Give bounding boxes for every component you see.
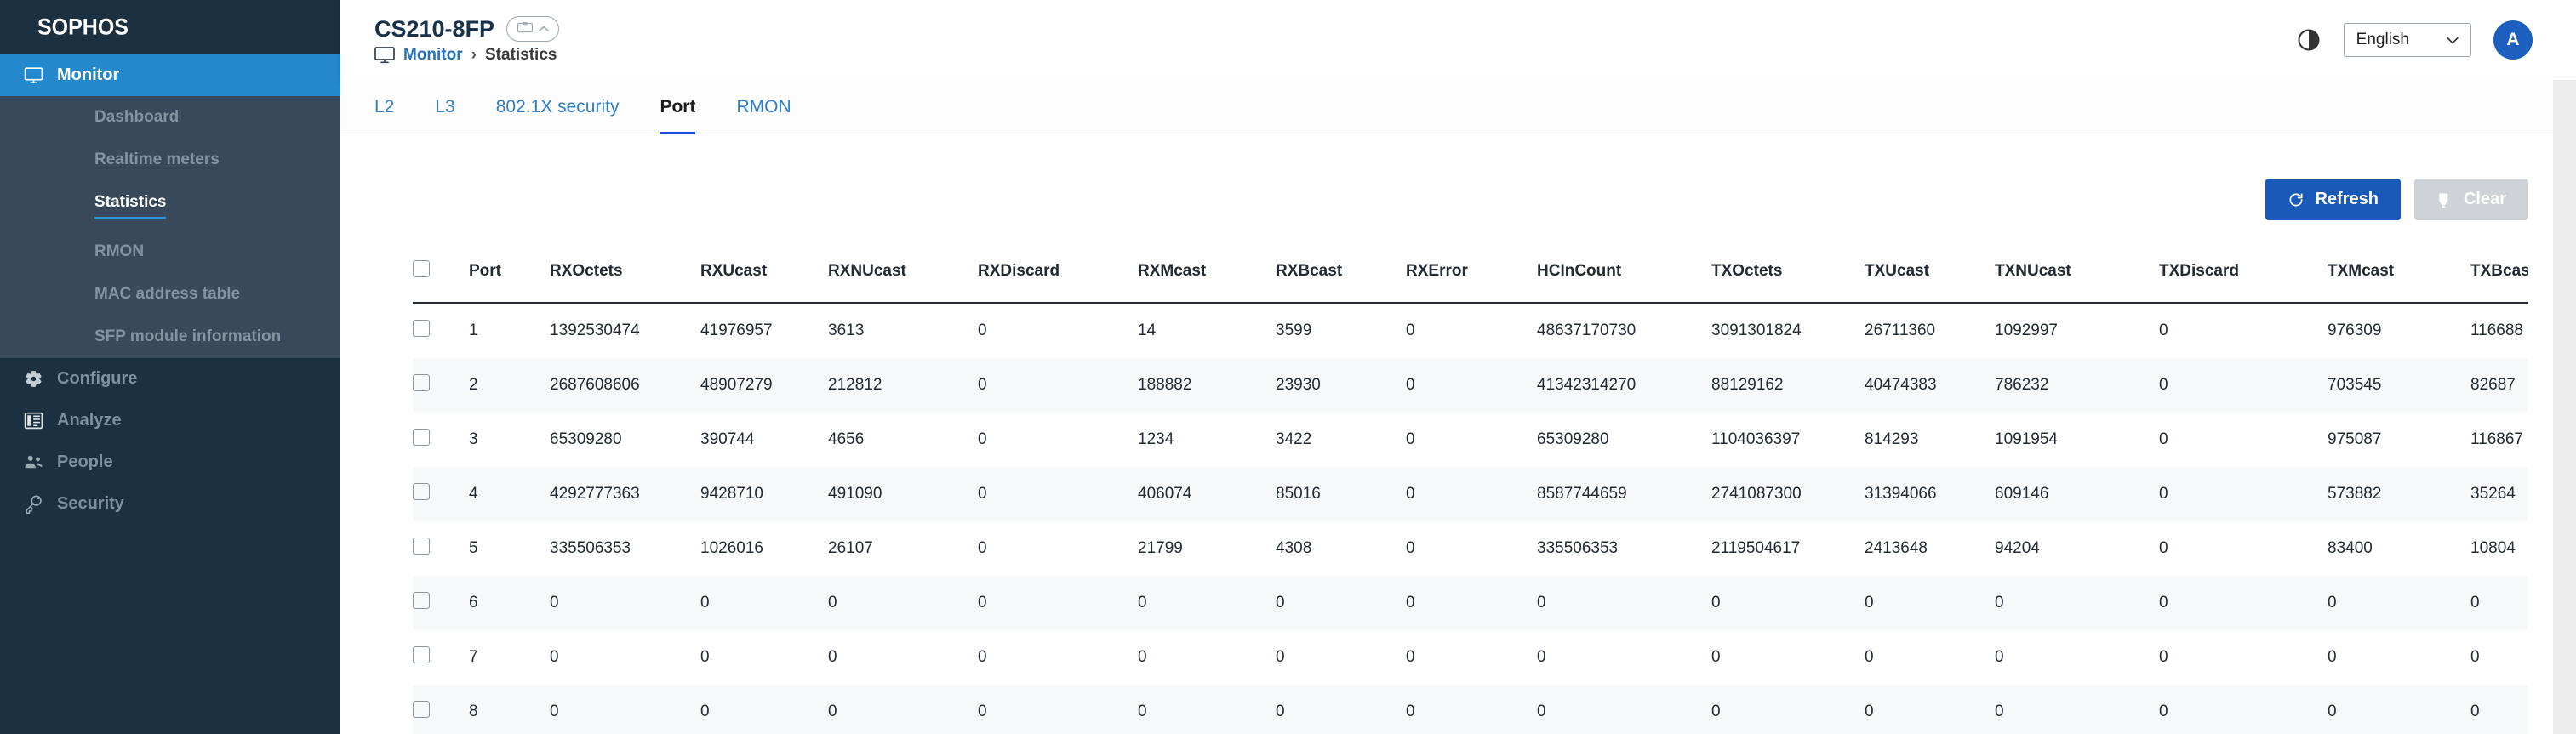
svg-text:SOPHOS: SOPHOS bbox=[37, 15, 129, 40]
